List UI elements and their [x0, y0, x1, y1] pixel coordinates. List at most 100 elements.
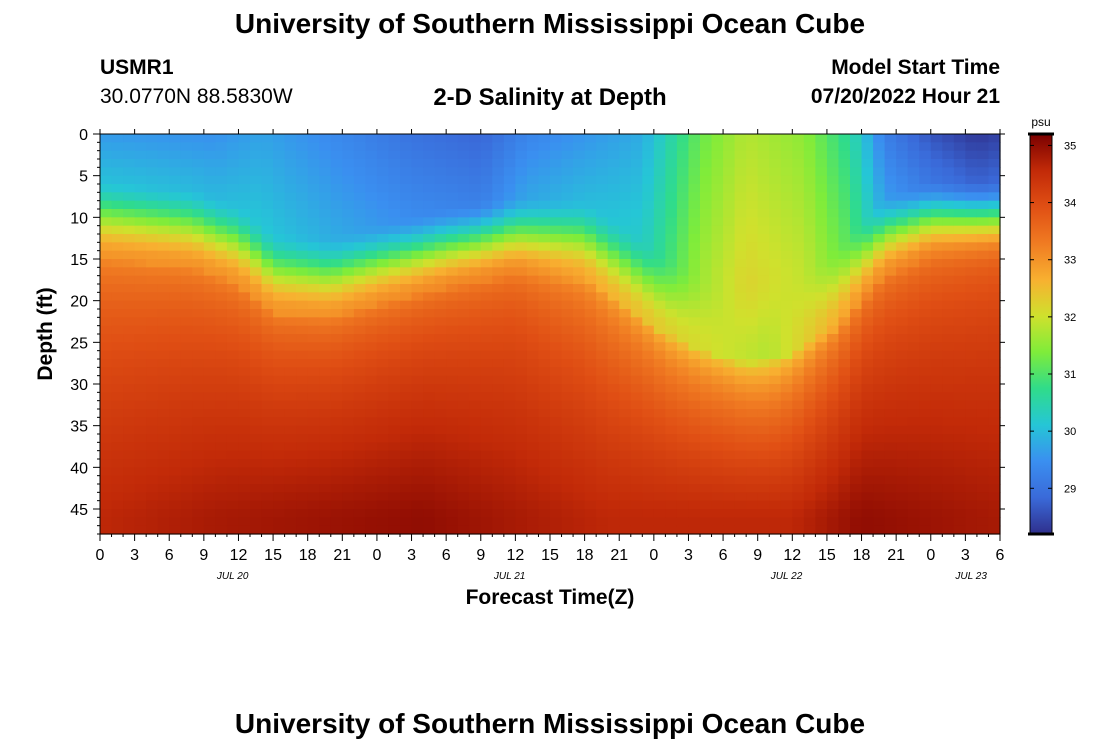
heatmap-cell	[561, 367, 574, 377]
heatmap-cell	[711, 292, 724, 302]
heatmap-cell	[896, 367, 909, 377]
heatmap-cell	[550, 334, 563, 343]
heatmap-cell	[503, 375, 516, 385]
heatmap-cell	[111, 459, 124, 468]
heatmap-cell	[976, 217, 990, 227]
heatmap-cell	[815, 200, 828, 210]
heatmap-cell	[388, 375, 401, 385]
heatmap-cell	[400, 334, 413, 343]
heatmap-cell	[630, 225, 643, 235]
heatmap-cell	[446, 142, 459, 152]
heatmap-cell	[180, 200, 193, 210]
heatmap-cell	[492, 342, 505, 352]
heatmap-cell	[146, 425, 159, 435]
heatmap-cell	[873, 342, 886, 352]
heatmap-cell	[711, 334, 724, 343]
heatmap-cell	[607, 167, 620, 177]
heatmap-cell	[942, 409, 955, 418]
heatmap-cell	[134, 392, 147, 402]
heatmap-cell	[815, 467, 828, 477]
heatmap-cell	[538, 409, 551, 418]
heatmap-cell	[930, 184, 943, 193]
heatmap-cell	[942, 159, 955, 168]
heatmap-cell	[353, 292, 366, 302]
x-tick-label: 15	[264, 547, 282, 564]
heatmap-cell	[826, 242, 840, 252]
heatmap-cell	[873, 525, 886, 535]
chart-axes: 0 3 6 9 12 15 18 21 0 3 6 9 12 15 18 21 0 3 6 9 12 15 18 21 0 3 6J…	[70, 127, 1005, 582]
heatmap-cell	[319, 484, 332, 493]
heatmap-cell	[873, 292, 886, 302]
heatmap-cell	[988, 250, 1001, 260]
heatmap-cell	[780, 242, 793, 252]
heatmap-cell	[550, 500, 563, 510]
heatmap-cell	[746, 459, 759, 468]
heatmap-cell	[226, 150, 240, 160]
heatmap-cell	[261, 217, 274, 227]
heatmap-cell	[976, 467, 990, 477]
heatmap-cell	[480, 134, 493, 143]
heatmap-cell	[330, 217, 343, 227]
heatmap-cell	[538, 492, 551, 502]
heatmap-cell	[503, 484, 516, 493]
heatmap-cell	[180, 217, 193, 227]
heatmap-cell	[169, 142, 182, 152]
heatmap-cell	[250, 175, 263, 185]
heatmap-cell	[884, 209, 897, 218]
heatmap-cell	[353, 359, 366, 368]
heatmap-cell	[203, 292, 216, 302]
heatmap-cell	[700, 184, 713, 193]
heatmap-cell	[988, 342, 1001, 352]
heatmap-cell	[988, 334, 1001, 343]
heatmap-cell	[792, 509, 805, 518]
heatmap-cell	[134, 225, 147, 235]
heatmap-cell	[480, 384, 493, 393]
heatmap-cell	[492, 317, 505, 327]
heatmap-cell	[469, 284, 482, 293]
heatmap-cell	[376, 434, 390, 443]
heatmap-cell	[665, 134, 678, 143]
heatmap-cell	[388, 175, 401, 185]
heatmap-cell	[607, 234, 620, 243]
heatmap-cell	[653, 375, 666, 385]
heatmap-cell	[873, 350, 886, 360]
heatmap-cell	[480, 284, 493, 293]
heatmap-cell	[850, 300, 863, 310]
heatmap-cell	[388, 525, 401, 535]
heatmap-cell	[965, 175, 978, 185]
heatmap-cell	[826, 525, 840, 535]
heatmap-cell	[803, 150, 816, 160]
heatmap-cell	[134, 492, 147, 502]
heatmap-cell	[676, 342, 690, 352]
heatmap-cell	[284, 342, 297, 352]
heatmap-cell	[192, 175, 205, 185]
heatmap-cell	[676, 350, 690, 360]
heatmap-cell	[146, 409, 159, 418]
heatmap-cell	[861, 225, 874, 235]
heatmap-cell	[353, 317, 366, 327]
heatmap-cell	[642, 484, 655, 493]
heatmap-cell	[400, 442, 413, 452]
heatmap-cell	[261, 167, 274, 177]
heatmap-cell	[965, 192, 978, 202]
heatmap-cell	[457, 434, 470, 443]
heatmap-cell	[192, 434, 205, 443]
heatmap-cell	[607, 284, 620, 293]
heatmap-cell	[676, 159, 690, 168]
heatmap-cell	[976, 167, 990, 177]
heatmap-cell	[711, 375, 724, 385]
heatmap-cell	[503, 150, 516, 160]
heatmap-cell	[873, 492, 886, 502]
heatmap-cell	[769, 150, 782, 160]
heatmap-cell	[296, 134, 309, 143]
heatmap-cell	[942, 492, 955, 502]
heatmap-cell	[134, 242, 147, 252]
heatmap-cell	[400, 459, 413, 468]
heatmap-cell	[296, 409, 309, 418]
heatmap-cell	[469, 317, 482, 327]
heatmap-cell	[457, 150, 470, 160]
heatmap-cell	[342, 309, 355, 318]
heatmap-cell	[100, 367, 113, 377]
heatmap-cell	[388, 475, 401, 485]
heatmap-cell	[423, 359, 436, 368]
